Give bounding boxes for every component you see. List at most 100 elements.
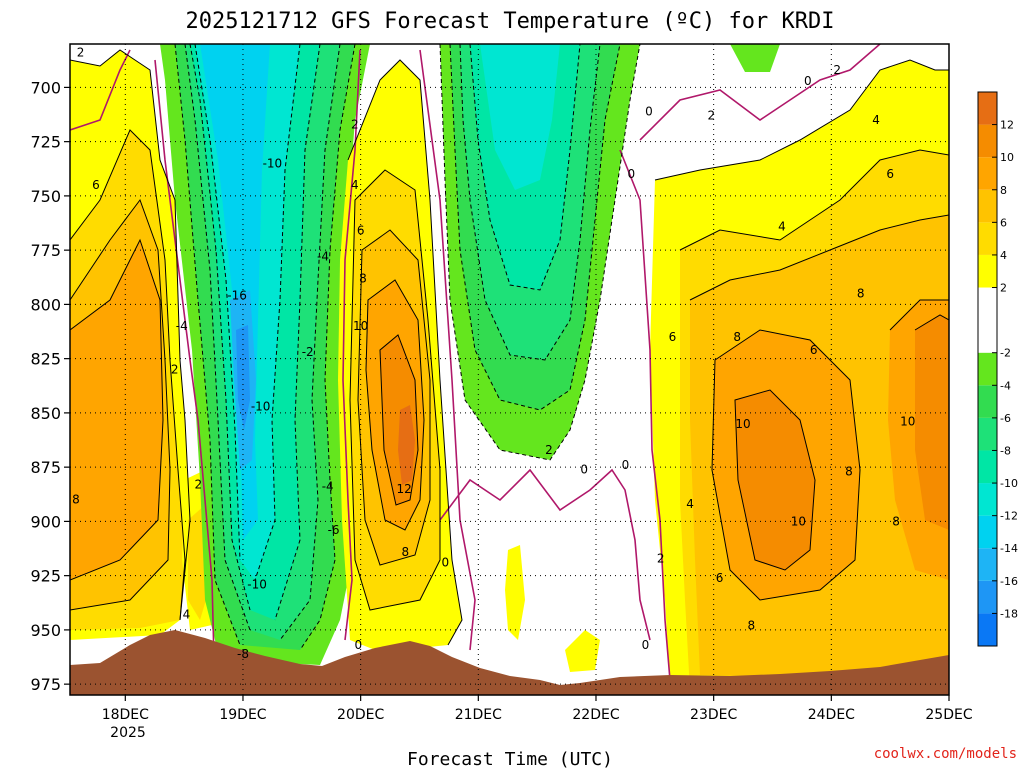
x-tick-year: 2025 (110, 725, 146, 741)
warm-contour-1 (70, 49, 191, 621)
colorbar-swatch (978, 92, 997, 125)
region-yellow-blob-2 (565, 630, 600, 672)
region-second-cold-5 (480, 44, 560, 190)
contour-label: 6 (92, 178, 100, 192)
contour-label: 8 (857, 287, 865, 301)
warm-contour-10 (654, 59, 949, 181)
contour-label: 4 (686, 497, 694, 511)
contour-label: 6 (810, 343, 818, 357)
warm-contour-3 (70, 198, 171, 611)
colorbar-swatch (978, 124, 997, 158)
contour-label: 2 (77, 46, 85, 60)
x-tick-label: 20DEC (337, 707, 384, 723)
colorbar-swatch (978, 189, 997, 223)
y-tick-label: 875 (30, 458, 61, 477)
contour-label: 2 (545, 443, 553, 457)
contour-label: 6 (886, 167, 894, 181)
colorbar-swatch (978, 157, 997, 190)
x-axis-label: Forecast Time (UTC) (407, 749, 613, 768)
contour-label: 6 (669, 330, 677, 344)
warm-contour-4 (70, 238, 164, 581)
contour-label: -4 (317, 250, 329, 264)
cold-contour-5 (299, 44, 356, 651)
colorbar-tick-label: 8 (1000, 184, 1007, 197)
warm-contour-9 (379, 334, 419, 506)
warm-contour-16 (914, 314, 949, 331)
contour-label: -10 (263, 156, 283, 170)
colorbar: -18 -16 -14 -12 -10 -8 -6 -4 -2 2 4 6 8 10 12 (977, 91, 1018, 647)
x-tick-label: 23DEC (690, 707, 737, 723)
colorbar-tick-label: -14 (1000, 542, 1018, 555)
x-tick-label: 19DEC (219, 707, 266, 723)
cold-contour-6 (279, 44, 341, 641)
contour-label: -10 (247, 577, 267, 591)
contour-label: 2 (833, 63, 841, 77)
zero-isotherm-7 (639, 44, 881, 141)
contour-label: 2 (194, 478, 202, 492)
y-tick-label: 925 (30, 567, 61, 586)
colorbar-tick-label: 6 (1000, 216, 1007, 229)
zero-isotherm-5 (439, 468, 651, 641)
contour-label: 4 (351, 178, 359, 192)
y-tick-label: 900 (30, 512, 61, 531)
contour-label: -10 (251, 399, 271, 413)
credit-link[interactable]: coolwx.com/models (874, 746, 1017, 762)
terrain (70, 630, 949, 695)
chart-title: 2025121712 GFS Forecast Temperature (ºC)… (185, 9, 834, 34)
region-small-cold (730, 44, 780, 72)
colorbar-tick-label: 10 (1000, 151, 1014, 164)
y-tick-label: 975 (30, 675, 61, 694)
colorbar-swatch (978, 613, 997, 646)
colorbar-tick-label: -6 (1000, 412, 1011, 425)
contour-label: 2 (707, 109, 715, 123)
y-tick-label: 725 (30, 133, 61, 152)
contour-label: 0 (804, 74, 812, 88)
cold-contour-1 (174, 44, 241, 646)
contour-label: 10 (353, 319, 368, 333)
colorbar-tick-label: -16 (1000, 575, 1018, 588)
contour-label: 6 (716, 571, 724, 585)
warm-contour-11 (679, 149, 949, 251)
colorbar-swatch (978, 483, 997, 516)
contour-label: 2 (657, 551, 665, 565)
warm-contour-8 (365, 279, 425, 531)
contour-label: 10 (735, 417, 750, 431)
contour-label: 8 (747, 619, 755, 633)
contour-label: 2 (351, 117, 359, 131)
contour-label: 8 (72, 493, 80, 507)
colorbar-swatch (978, 515, 997, 549)
colorbar-swatch (978, 548, 997, 581)
plot-area (70, 44, 949, 695)
contour-label: 8 (402, 545, 410, 559)
cold-contour-3 (189, 44, 251, 611)
warm-contour-13 (711, 329, 861, 601)
region-late-above-10-right (915, 315, 949, 530)
contour-label: 0 (442, 556, 450, 570)
contour-label: 0 (642, 638, 650, 652)
cold-contour-10 (449, 44, 621, 411)
y-tick-label: 850 (30, 404, 61, 423)
zero-isotherm-6 (619, 149, 671, 681)
colorbar-swatch (978, 385, 997, 418)
contour-label: 0 (580, 462, 588, 476)
contour-label: 12 (397, 482, 412, 496)
colorbar-swatch (978, 352, 997, 386)
contour-label: 8 (892, 514, 900, 528)
warm-contour-5 (347, 59, 463, 646)
colorbar-tick-label: 4 (1000, 249, 1007, 262)
colorbar-swatch (978, 417, 997, 451)
y-tick-label: 775 (30, 241, 61, 260)
cold-contour-4 (194, 44, 241, 561)
colorbar-swatch (978, 580, 997, 614)
contour-label: 2 (171, 363, 179, 377)
y-tick-label: 700 (30, 78, 61, 97)
cold-contour-8 (254, 44, 301, 581)
cold-contours (174, 44, 641, 651)
region-mid-above-12 (398, 405, 415, 485)
y-tick-label: 950 (30, 621, 61, 640)
plot-border (69, 43, 950, 696)
zero-isotherms (70, 44, 881, 681)
x-tick-label: 18DEC (102, 707, 149, 723)
contour-label: -16 (227, 289, 247, 303)
y-tick-label: 825 (30, 350, 61, 369)
